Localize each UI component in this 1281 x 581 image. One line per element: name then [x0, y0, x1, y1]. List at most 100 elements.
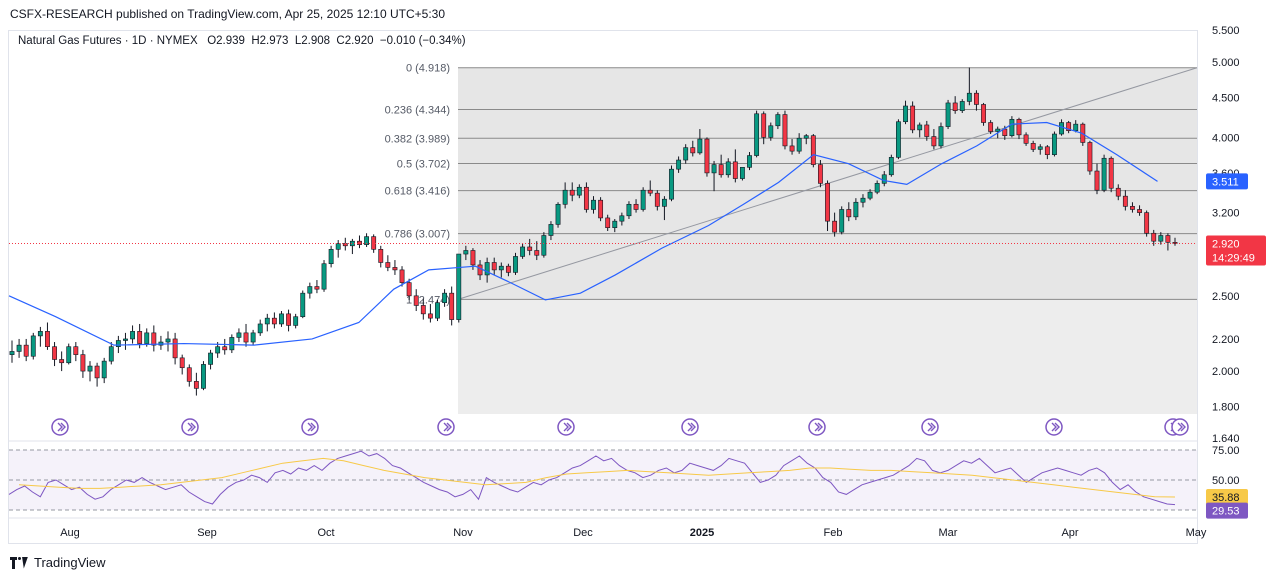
- candle-body-down: [534, 250, 540, 256]
- candle-body-down: [179, 357, 185, 369]
- candle-body-up: [201, 364, 206, 389]
- candle: [30, 332, 36, 360]
- rsi-value-tag-label: 29.53: [1212, 506, 1240, 518]
- time-axis-label: Mar: [939, 527, 958, 539]
- candle: [491, 257, 497, 275]
- candle: [1044, 145, 1050, 160]
- current-price-tag: [1206, 235, 1266, 266]
- candle-body-up: [463, 250, 469, 255]
- candle: [747, 152, 752, 171]
- candle-body-up: [995, 128, 1001, 132]
- candle-body-down: [186, 367, 192, 382]
- candle-body-up: [959, 101, 965, 111]
- event-icon[interactable]: [808, 418, 826, 436]
- candle-body-down: [286, 313, 291, 326]
- low-value: L2.908: [294, 35, 331, 47]
- tradingview-brand[interactable]: TradingView: [10, 555, 106, 570]
- fib-level-label: 0.618 (3.416): [385, 186, 450, 198]
- event-icon[interactable]: [681, 418, 699, 436]
- candle-body-up: [640, 189, 646, 210]
- candle-body-up: [349, 240, 355, 247]
- price-axis-label: 2.200: [1212, 334, 1240, 346]
- event-icon[interactable]: [301, 418, 319, 436]
- candle-body-up: [591, 199, 596, 210]
- candle: [789, 139, 795, 155]
- candle: [654, 190, 660, 211]
- event-icon[interactable]: [1045, 418, 1063, 436]
- candle-body-down: [470, 250, 476, 266]
- candle: [832, 212, 838, 237]
- candle-body-up: [966, 92, 972, 102]
- event-icon[interactable]: [51, 418, 69, 436]
- event-icon[interactable]: [557, 418, 575, 436]
- chart-panel: [8, 30, 1198, 544]
- candle: [399, 266, 405, 287]
- candle: [732, 149, 738, 183]
- candle: [314, 280, 320, 294]
- candle: [952, 96, 958, 114]
- candle: [1172, 237, 1178, 246]
- candle-body-down: [151, 332, 157, 346]
- candle-body-down: [1137, 209, 1142, 213]
- candle-body-down: [73, 346, 79, 355]
- event-icon[interactable]: [1171, 418, 1189, 436]
- candle: [101, 357, 107, 384]
- candle-body-up: [307, 286, 313, 294]
- event-icon[interactable]: [181, 418, 199, 436]
- candle-body-down: [718, 164, 724, 176]
- rsi-ma-tag-label: 35.88: [1212, 492, 1240, 504]
- candle-body-down: [952, 102, 958, 111]
- candle: [541, 232, 547, 258]
- candle: [413, 289, 419, 312]
- candle: [690, 140, 696, 157]
- candle: [974, 90, 979, 111]
- candle: [1052, 131, 1057, 157]
- price-axis-label: 4.000: [1212, 132, 1240, 144]
- time-axis-label: Apr: [1061, 527, 1078, 539]
- candle: [669, 165, 674, 202]
- candle-body-up: [208, 352, 213, 365]
- event-icon[interactable]: [437, 418, 455, 436]
- time-axis-label: 2025: [690, 527, 714, 539]
- candle: [250, 329, 256, 346]
- candle: [683, 144, 689, 164]
- candle-body-down: [1172, 242, 1178, 244]
- candle-body-up: [754, 113, 760, 156]
- candle: [931, 129, 937, 150]
- candle: [896, 119, 901, 160]
- candle-body-down: [527, 246, 533, 251]
- candle: [130, 325, 135, 344]
- candle: [846, 202, 852, 222]
- candle-body-up: [548, 224, 554, 236]
- candle-body-up: [619, 215, 625, 222]
- candle: [605, 214, 611, 232]
- candle: [498, 262, 504, 278]
- candle: [229, 334, 235, 354]
- moving-average-line: [8, 121, 1158, 346]
- candle-body-up: [896, 121, 901, 158]
- candle-body-down: [732, 161, 738, 179]
- candle: [16, 338, 22, 358]
- time-axis-label: Sep: [197, 527, 217, 539]
- candle-body-up: [498, 265, 504, 271]
- candle: [463, 245, 469, 261]
- candle: [676, 156, 682, 173]
- candle: [1016, 117, 1022, 140]
- candle-body-down: [825, 183, 830, 222]
- candle: [782, 110, 788, 150]
- candle: [123, 332, 128, 350]
- candle-body-up: [626, 203, 632, 217]
- candle: [966, 67, 972, 106]
- candle-countdown-label: 14:29:49: [1212, 252, 1255, 264]
- candle-body-down: [52, 346, 57, 360]
- candle-body-down: [80, 354, 86, 372]
- candle: [1130, 202, 1135, 213]
- event-icon[interactable]: [921, 418, 939, 436]
- candle-body-up: [661, 198, 667, 207]
- candle-body-down: [654, 192, 660, 207]
- symbol-name[interactable]: Natural Gas Futures: [18, 35, 122, 47]
- candle: [342, 237, 348, 251]
- interval[interactable]: 1D: [131, 35, 147, 47]
- candle: [1144, 210, 1150, 237]
